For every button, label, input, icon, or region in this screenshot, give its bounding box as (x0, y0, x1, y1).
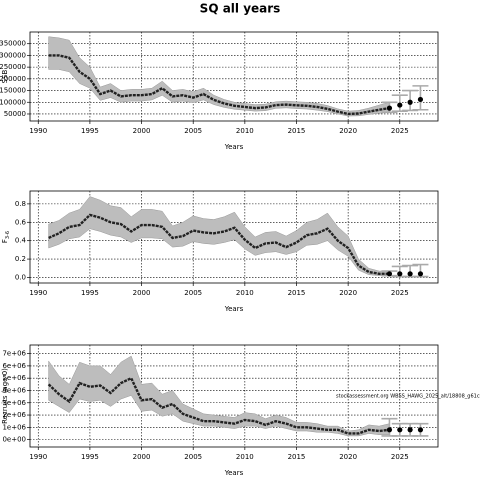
y-axis-label-text: F (1, 239, 9, 243)
y-tick-label: 0.2 (15, 255, 26, 263)
y-tick-label: 200000 (0, 75, 26, 83)
y-tick-label: 0.8 (15, 200, 26, 208)
x-tick-label: 2015 (288, 289, 306, 297)
y-axis-label: F3-6 (1, 231, 11, 243)
y-tick-label: 0.4 (15, 237, 27, 245)
forecast-point (417, 96, 424, 103)
y-tick-label: 250000 (0, 63, 26, 71)
x-tick-label: 1990 (29, 289, 47, 297)
x-tick-label: 1995 (81, 453, 99, 461)
forecast-point (397, 102, 403, 108)
x-tick-label: 2000 (133, 127, 151, 135)
x-tick-label: 2015 (288, 453, 306, 461)
x-tick-label: 2010 (236, 453, 254, 461)
x-tick-label: 1990 (29, 127, 47, 135)
y-tick-label: 0.0 (15, 273, 26, 281)
x-axis-label: Years (224, 143, 244, 151)
x-tick-label: 2010 (236, 127, 254, 135)
estimate-line (48, 54, 390, 116)
forecast-point (386, 271, 393, 277)
estimate-line (47, 376, 390, 435)
forecast-point (397, 271, 403, 277)
x-tick-label: 2020 (339, 127, 357, 135)
y-axis-label-text: Recruits (age 0) (1, 368, 9, 424)
y-tick-label: 100000 (0, 98, 26, 106)
y-tick-label: 3e+06 (2, 399, 26, 407)
x-tick-label: 2005 (184, 289, 202, 297)
y-tick-label: 7e+06 (2, 350, 26, 358)
x-tick-label: 2000 (133, 453, 151, 461)
y-tick-label: 6e+06 (2, 362, 26, 370)
x-tick-label: 2005 (184, 453, 202, 461)
y-axis-label: Recruits (age 0) (1, 368, 9, 424)
x-tick-label: 2025 (391, 289, 409, 297)
plot-frame (29, 344, 439, 448)
panel: 1990 1995 2000 2005 2010 2015 2020 2025 0e+00 1e+… (1, 344, 480, 477)
x-tick-label: 2025 (391, 127, 409, 135)
y-tick-label: 2e+06 (2, 411, 26, 419)
x-tick-label: 1995 (81, 127, 99, 135)
x-axis-label: Years (224, 469, 244, 477)
y-tick-label: 4e+06 (2, 386, 26, 394)
forecast-point (407, 427, 413, 433)
y-tick-label: 150000 (0, 87, 26, 95)
y-tick-label: 350000 (0, 40, 26, 48)
estimate-line (48, 213, 390, 275)
x-tick-label: 2005 (184, 127, 202, 135)
annotation: stockassessment.org WBSS_HAWG_2025_alt/1… (336, 394, 480, 400)
y-axis-label-text: SSB (1, 69, 9, 83)
x-axis-label: Years (224, 305, 244, 313)
y-axis-label: SSB (1, 69, 9, 83)
x-tick-label: 2025 (391, 453, 409, 461)
plot-frame (29, 190, 439, 284)
y-tick-label: 5e+06 (2, 374, 26, 382)
plot-frame (29, 31, 439, 122)
forecast-point (397, 427, 403, 433)
y-tick-label: 1e+06 (2, 423, 26, 431)
panel: 1990 1995 2000 2005 2010 2015 2020 2025 50000 100… (0, 31, 439, 151)
forecast-point (407, 99, 413, 105)
x-tick-label: 2020 (339, 453, 357, 461)
x-tick-label: 2010 (236, 289, 254, 297)
x-tick-label: 1990 (29, 453, 47, 461)
figure-title: SQ all years (200, 2, 281, 16)
x-tick-label: 1995 (81, 289, 99, 297)
forecast-point (407, 271, 413, 277)
forecast-point (386, 105, 393, 111)
x-tick-label: 2000 (133, 289, 151, 297)
forecast-point (386, 427, 393, 433)
forecast-point (417, 271, 424, 277)
y-axis-label-sub: 3-6 (5, 231, 11, 239)
forecast-point (417, 427, 424, 433)
x-tick-label: 2015 (288, 127, 306, 135)
panel: 1990 1995 2000 2005 2010 2015 2020 2025 0.0 0.2 0.… (1, 190, 439, 313)
y-tick-label: 50000 (4, 110, 26, 118)
y-tick-label: 0e+00 (2, 436, 26, 444)
y-tick-label: 300000 (0, 51, 26, 59)
x-tick-label: 2020 (339, 289, 357, 297)
y-tick-label: 0.6 (15, 218, 27, 226)
